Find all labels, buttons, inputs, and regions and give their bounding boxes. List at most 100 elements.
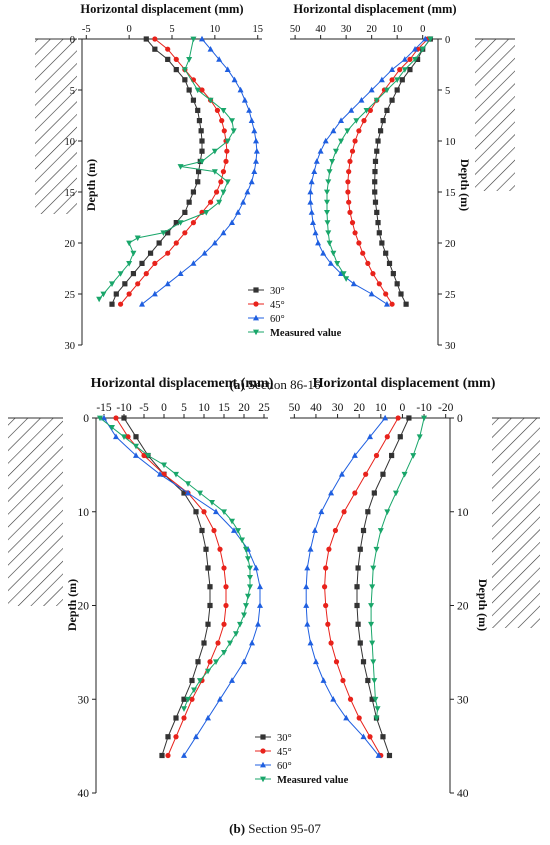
ticks-a-left: -5 0 5 10 15 0 5 10 15 20 25 30 (65, 24, 263, 352)
down-triangle-marker (235, 528, 241, 534)
down-triangle-marker (245, 556, 251, 562)
down-triangle-marker (326, 169, 333, 175)
down-triangle-marker (207, 97, 214, 104)
triangle-marker (358, 97, 365, 103)
down-triangle-marker (224, 138, 231, 145)
x-tick-label: -20 (438, 402, 454, 414)
triangle-marker (368, 86, 375, 93)
circle-marker (117, 301, 124, 307)
circle-marker (352, 138, 358, 144)
circle-marker (215, 640, 221, 646)
down-triangle-marker (96, 296, 103, 303)
square-marker (199, 527, 205, 534)
x-tick-label: 10 (392, 24, 403, 35)
legend-down-triangle-marker (253, 329, 259, 336)
wall-hatch-left-b (8, 418, 63, 606)
down-triangle-marker (373, 715, 380, 722)
down-triangle-marker (371, 678, 378, 684)
square-marker (365, 509, 371, 515)
down-triangle-marker (197, 490, 203, 497)
down-triangle-marker (401, 67, 408, 73)
circle-marker (356, 715, 362, 721)
square-marker (398, 291, 404, 297)
plot-b-left (97, 414, 263, 759)
triangle-marker (308, 209, 315, 215)
down-triangle-marker (401, 471, 408, 478)
square-marker (190, 97, 197, 103)
circle-marker (383, 291, 389, 297)
down-triangle-marker (199, 159, 205, 165)
square-marker (198, 128, 204, 134)
square-marker (173, 220, 179, 226)
square-marker (159, 752, 165, 759)
triangle-marker (317, 148, 324, 154)
triangle-marker (412, 46, 419, 52)
plot-a-left (96, 35, 260, 307)
down-triangle-marker (181, 706, 187, 712)
triangle-marker (177, 270, 184, 276)
circle-marker (219, 118, 225, 124)
square-marker (377, 128, 384, 134)
circle-marker (361, 118, 367, 124)
down-triangle-marker (100, 291, 107, 298)
triangle-marker (312, 658, 319, 665)
y-tick-label: 0 (83, 413, 89, 425)
down-triangle-marker (369, 584, 376, 590)
triangle-marker (253, 137, 259, 144)
circle-marker (152, 36, 158, 42)
triangle-marker (193, 733, 199, 740)
square-marker (165, 230, 171, 236)
y-tick-label: 40 (457, 788, 469, 800)
down-triangle-marker (203, 210, 210, 216)
triangle-marker (382, 414, 389, 421)
down-triangle-marker (191, 687, 197, 694)
down-triangle-marker (368, 621, 375, 628)
legend-square-marker (253, 287, 259, 293)
triangle-marker (231, 76, 238, 83)
down-triangle-marker (245, 593, 251, 600)
square-marker (369, 696, 375, 702)
legend-label-45deg: 45° (277, 747, 292, 758)
down-triangle-marker (369, 640, 376, 647)
y-tick-label: 20 (457, 601, 469, 613)
circle-marker (113, 415, 119, 421)
down-triangle-marker (324, 189, 330, 196)
triangle-marker (422, 35, 429, 42)
triangle-marker (251, 127, 258, 134)
circle-marker (323, 565, 329, 571)
legend-circle-marker (253, 301, 259, 307)
square-marker (360, 659, 367, 665)
down-triangle-marker (374, 706, 381, 712)
triangle-marker (185, 489, 191, 496)
triangle-marker (224, 66, 231, 72)
square-marker (371, 490, 377, 496)
y-tick-label: 5 (70, 86, 75, 97)
down-triangle-marker (392, 490, 399, 497)
down-triangle-marker (243, 546, 249, 553)
triangle-marker (338, 471, 345, 477)
y-tick-label: 0 (457, 413, 463, 425)
square-marker (386, 752, 393, 759)
down-triangle-marker (194, 87, 201, 94)
triangle-marker (207, 46, 214, 52)
square-marker (372, 179, 378, 185)
y-axis-title-b-left: Depth (m) (65, 579, 79, 631)
square-marker (374, 209, 380, 215)
down-triangle-marker (233, 631, 239, 637)
square-marker (173, 715, 179, 721)
square-marker (394, 87, 400, 93)
y-tick-label: 25 (65, 290, 76, 301)
down-triangle-marker (161, 462, 167, 469)
circle-marker (347, 696, 354, 702)
circle-marker (389, 77, 395, 83)
circle-marker (389, 301, 395, 307)
circle-marker (173, 240, 179, 246)
wall-hatch-left (35, 39, 77, 214)
y-tick-label: 15 (65, 188, 76, 199)
x-tick-label: 0 (400, 402, 406, 414)
square-marker (406, 415, 412, 421)
down-triangle-marker (239, 537, 245, 544)
triangle-marker (312, 229, 319, 236)
circle-marker (165, 46, 171, 52)
down-triangle-marker (220, 189, 227, 196)
